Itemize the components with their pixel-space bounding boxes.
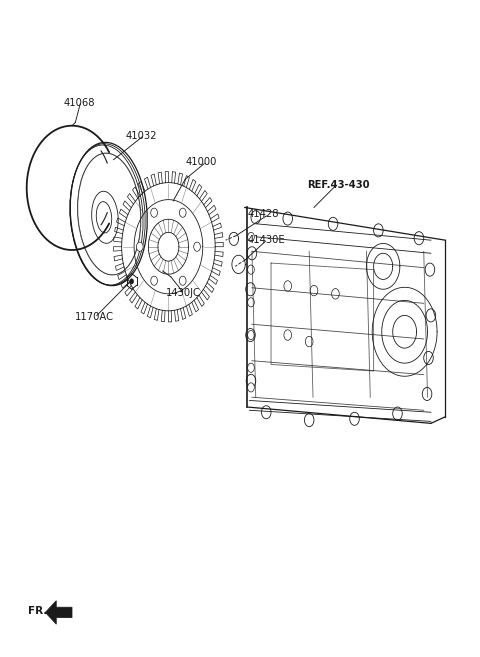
Circle shape (248, 298, 254, 307)
Circle shape (248, 363, 254, 373)
Text: REF.43-430: REF.43-430 (307, 179, 369, 190)
Circle shape (248, 330, 254, 340)
Text: 41428: 41428 (247, 209, 279, 219)
Circle shape (248, 383, 254, 392)
Circle shape (246, 283, 255, 296)
Circle shape (332, 288, 339, 299)
Circle shape (247, 247, 257, 260)
Polygon shape (45, 600, 72, 624)
Circle shape (424, 351, 433, 365)
Circle shape (248, 233, 254, 242)
Text: 1430JC: 1430JC (166, 288, 201, 298)
Circle shape (246, 328, 255, 342)
Circle shape (246, 374, 256, 388)
Circle shape (425, 263, 435, 276)
Circle shape (414, 232, 424, 245)
Circle shape (180, 276, 186, 285)
Text: FR.: FR. (28, 606, 47, 616)
Circle shape (251, 211, 261, 224)
Circle shape (283, 212, 292, 225)
Circle shape (310, 285, 318, 296)
Circle shape (151, 276, 157, 285)
Circle shape (284, 281, 291, 291)
Circle shape (426, 309, 436, 322)
Circle shape (422, 388, 432, 401)
Circle shape (328, 217, 338, 231)
Circle shape (284, 330, 291, 340)
Text: 1170AC: 1170AC (75, 311, 114, 322)
Text: 41032: 41032 (125, 131, 157, 141)
Text: 41000: 41000 (185, 156, 216, 167)
Circle shape (373, 224, 383, 237)
Circle shape (262, 406, 271, 419)
Circle shape (151, 208, 157, 217)
Circle shape (180, 208, 186, 217)
Circle shape (393, 407, 402, 420)
Text: 41430E: 41430E (247, 235, 285, 245)
Circle shape (194, 242, 200, 251)
Circle shape (130, 279, 133, 284)
Text: 41068: 41068 (63, 98, 95, 108)
Circle shape (136, 242, 143, 251)
Circle shape (350, 412, 360, 425)
Circle shape (304, 413, 314, 426)
Circle shape (248, 265, 254, 274)
Circle shape (305, 336, 313, 347)
